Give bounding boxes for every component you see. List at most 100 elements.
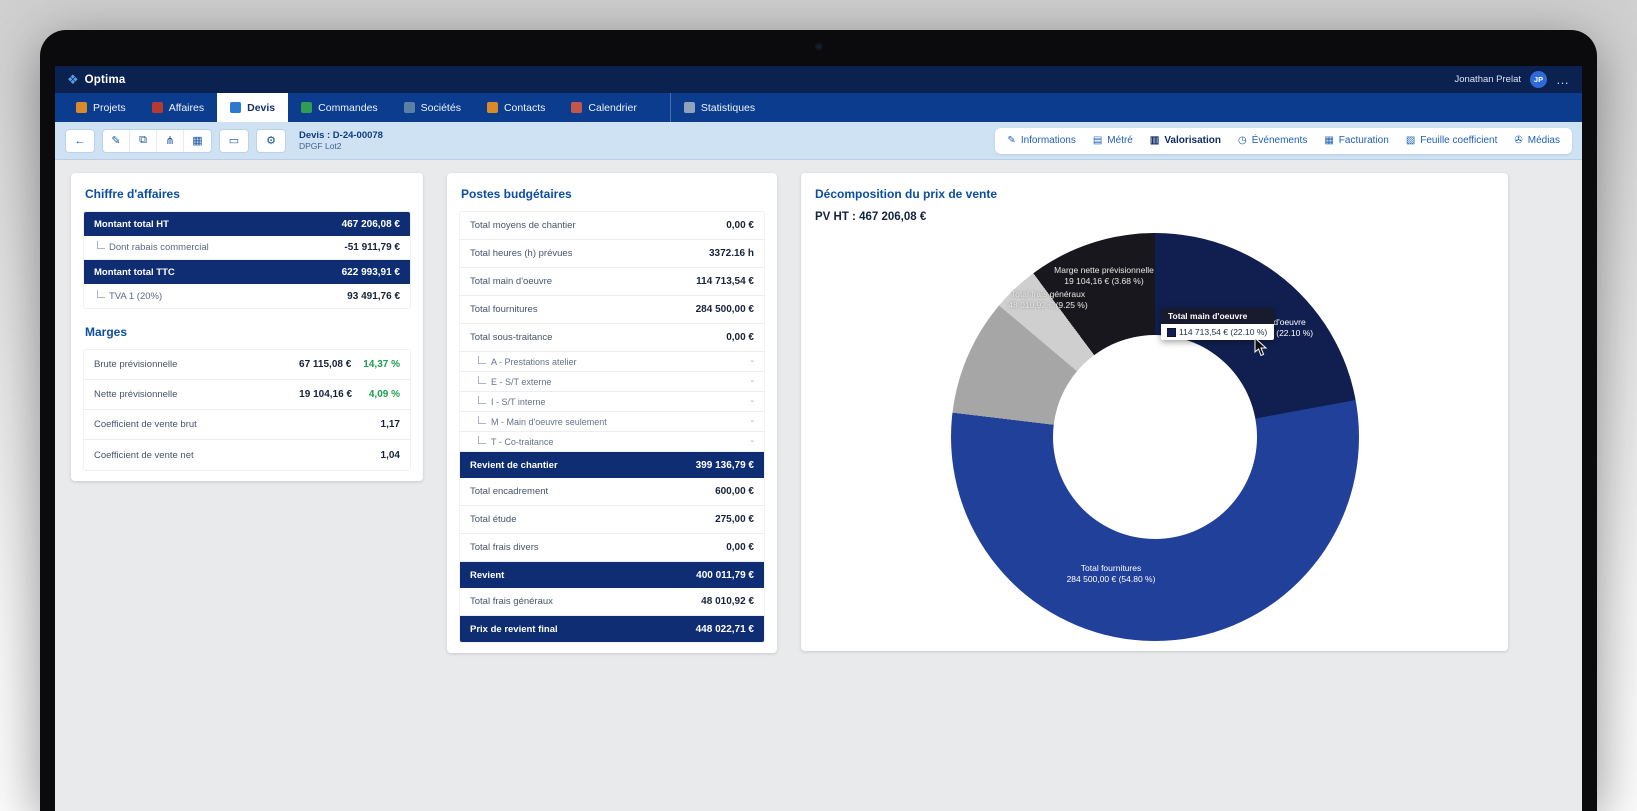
table-row: Total étude 275,00 € — [460, 506, 764, 534]
row-value: 3372.16 h — [708, 248, 754, 259]
optima-logo-icon: ❖ — [67, 71, 79, 87]
toolbar-action-button[interactable]: ⋔ — [157, 129, 184, 152]
toolbar-action-button[interactable]: ▦ — [184, 130, 211, 152]
table-row: Revient 400 011,79 € — [460, 562, 764, 588]
row-value: - — [750, 416, 754, 427]
record-identifier: Devis : D-24-00078 DPGF Lot2 — [299, 130, 383, 152]
row-percentage: 4,09 % — [368, 389, 400, 400]
table-row: Nette prévisionnelle 19 104,16 € 4,09 % — [84, 380, 410, 410]
table-row: Brute prévisionnelle 67 115,08 € 14,37 % — [84, 350, 410, 380]
toolbar-secondary-group: ▭ ⚙ — [219, 128, 286, 153]
record-tab[interactable]: ▦ Facturation — [1324, 135, 1388, 146]
row-value: 622 993,91 € — [341, 266, 400, 278]
calendrier-icon — [571, 102, 583, 113]
row-value: - — [750, 396, 754, 407]
nav-tab[interactable]: Sociétés — [391, 93, 474, 122]
record-subtitle: DPGF Lot2 — [299, 141, 342, 152]
commandes-icon — [301, 102, 313, 113]
pv-ht-total: PV HT : 467 206,08 € — [815, 211, 927, 223]
record-tab[interactable]: ▧ Feuille coefficient — [1406, 135, 1498, 146]
table-row: Total moyens de chantier 0,00 € — [460, 212, 764, 240]
record-tab-label: Événements — [1251, 135, 1308, 146]
toolbar-secondary-button[interactable]: ⚙ — [256, 128, 286, 153]
back-button[interactable]: ← — [65, 128, 95, 153]
table-row: Montant total TTC 622 993,91 € — [84, 260, 410, 284]
record-tab-label: Facturation — [1338, 135, 1389, 146]
affaires-icon — [151, 102, 163, 113]
record-tab-label: Informations — [1020, 135, 1076, 146]
toolbar-action-button[interactable]: ✎ — [103, 129, 130, 152]
nav-tab[interactable]: Calendrier — [558, 93, 649, 122]
nav-tab-label: Devis — [247, 101, 276, 114]
statistiques-icon — [683, 102, 695, 113]
row-label: Coefficient de vente brut — [94, 419, 197, 430]
table-row: Coefficient de vente brut 1,17 — [84, 410, 410, 440]
nav-tab[interactable]: Statistiques — [669, 93, 768, 122]
row-label: Revient — [470, 569, 505, 581]
row-label: Total encadrement — [470, 486, 549, 497]
row-value: 1,17 — [380, 419, 400, 430]
table-row: Total frais divers 0,00 € — [460, 534, 764, 562]
table-row: Montant total HT 467 206,08 € — [84, 212, 410, 236]
table-row: M - Main d'oeuvre seulement - — [460, 412, 764, 432]
record-tab-label: Valorisation — [1164, 135, 1221, 146]
row-value: 400 011,79 € — [696, 569, 754, 581]
chiffre-affaires-panel: Chiffre d'affaires Montant total HT 467 … — [71, 173, 423, 481]
nav-tab[interactable]: Affaires — [139, 93, 217, 122]
donut-hole — [1052, 335, 1257, 539]
row-value: 48 010,92 € — [701, 596, 754, 607]
back-arrow-icon: ← — [74, 134, 86, 147]
feuille-coefficient-icon: ▧ — [1405, 135, 1416, 146]
module-nav: Projets Affaires Devis Commandes Société… — [55, 93, 1582, 122]
toolbar-secondary-button[interactable]: ▭ — [219, 128, 249, 153]
metre-icon: ▤ — [1092, 135, 1103, 146]
toolbar-action-button[interactable]: ⧉ — [130, 129, 157, 152]
facturation-icon: ▦ — [1324, 135, 1334, 146]
table-row: Total fournitures 284 500,00 € — [460, 296, 764, 324]
row-label: Total main d'oeuvre — [470, 276, 553, 287]
nav-tab[interactable]: Contacts — [474, 93, 558, 122]
societes-icon — [403, 102, 415, 113]
app-window: ❖ Optima Jonathan Prelat JP … Projets Af… — [55, 66, 1582, 811]
record-tab-label: Feuille coefficient — [1420, 135, 1498, 146]
record-tab[interactable]: ✇ Médias — [1514, 135, 1560, 146]
row-value: 284 500,00 € — [695, 304, 754, 315]
table-row: Total frais généraux 48 010,92 € — [460, 588, 764, 616]
row-value: -51 911,79 € — [344, 242, 400, 253]
toolbar-secondary-icon: ⚙ — [266, 135, 276, 147]
nav-tab-label: Contacts — [503, 101, 546, 114]
user-avatar[interactable]: JP — [1530, 71, 1547, 88]
main-content: Chiffre d'affaires Montant total HT 467 … — [55, 160, 1582, 811]
nav-tab-label: Statistiques — [700, 101, 756, 114]
row-value: 1,04 — [380, 449, 400, 461]
record-tab[interactable]: ▤ Métré — [1093, 135, 1133, 146]
record-tab[interactable]: ▥ Valorisation — [1150, 135, 1221, 146]
nav-tab[interactable]: Devis — [217, 93, 289, 122]
record-tab[interactable]: ◷ Événements — [1238, 135, 1307, 146]
overflow-menu-icon[interactable]: … — [1556, 72, 1570, 87]
decomposition-title: Décomposition du prix de vente — [815, 187, 998, 201]
row-value: - — [750, 376, 754, 387]
record-toolbar: ← ✎ ⧉ ⋔ ▦ ▭ ⚙ — [55, 122, 1582, 160]
row-value: 0,00 € — [726, 220, 754, 231]
table-row: Total main d'oeuvre 114 713,54 € — [460, 268, 764, 296]
user-name[interactable]: Jonathan Prelat — [1454, 74, 1521, 85]
laptop-frame: ❖ Optima Jonathan Prelat JP … Projets Af… — [40, 30, 1597, 811]
table-row: Total sous-traitance 0,00 € — [460, 324, 764, 352]
nav-tab[interactable]: Projets — [63, 93, 139, 122]
tooltip-body: 114 713,54 € (22.10 %) — [1161, 324, 1275, 340]
row-label: Total étude — [470, 514, 517, 525]
row-label: Total frais divers — [470, 542, 539, 553]
record-tab-strip: ✎ Informations ▤ Métré ▥ Valorisation ◷ … — [995, 127, 1572, 154]
tooltip-title: Total main d'oeuvre — [1161, 308, 1275, 324]
row-label: Montant total HT — [94, 218, 169, 230]
app-name: Optima — [84, 73, 126, 86]
table-row: Total encadrement 600,00 € — [460, 478, 764, 506]
record-tab[interactable]: ✎ Informations — [1007, 135, 1075, 146]
nav-tab[interactable]: Commandes — [288, 93, 391, 122]
table-row: Coefficient de vente net 1,04 — [84, 440, 410, 470]
postes-budgetaires-panel: Postes budgétaires Total moyens de chant… — [447, 173, 777, 653]
nav-tab-label: Affaires — [168, 101, 205, 114]
row-value: 448 022,71 € — [695, 623, 754, 635]
medias-icon: ✇ — [1514, 135, 1523, 146]
